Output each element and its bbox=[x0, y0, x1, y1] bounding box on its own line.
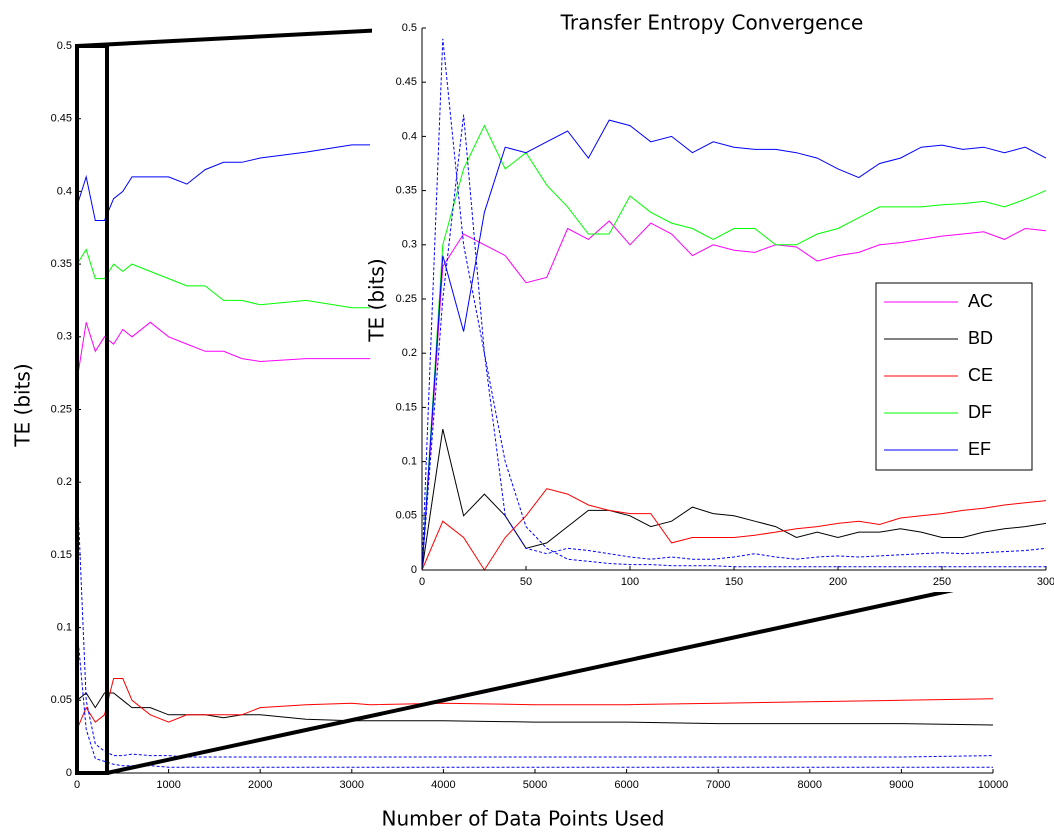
main-plot: 0 0.05 0.1 0.15 0.2 0.25 0.3 0.35 0.4 0.45 0.5 0 100… bbox=[51, 40, 1009, 791]
legend-label: EF bbox=[968, 439, 991, 459]
y-tick-label: 0.1 bbox=[57, 622, 72, 634]
inset-plot: 0 0.05 0.1 0.15 0.2 0.25 0.3 0.35 0.4 0.45 0.5 0 50 1… bbox=[372, 20, 1054, 592]
x-tick-label: 250 bbox=[933, 576, 951, 588]
x-tick-label: 0 bbox=[419, 576, 425, 588]
dashed-line bbox=[76, 627, 993, 768]
x-tick-label: 3000 bbox=[340, 779, 364, 791]
y-tick-label: 0.3 bbox=[57, 331, 72, 343]
y-tick-label: 0.45 bbox=[51, 113, 72, 125]
series-line bbox=[76, 692, 994, 726]
x-tick-label: 100 bbox=[621, 576, 639, 588]
y-tick-label: 0.25 bbox=[396, 293, 417, 305]
x-tick-label: 5000 bbox=[523, 779, 547, 791]
series-line bbox=[421, 220, 1047, 571]
zoom-indicator bbox=[75, 26, 1047, 775]
x-tick-label: 1000 bbox=[156, 779, 180, 791]
y-tick-label: 0 bbox=[411, 564, 417, 576]
legend-label: BD bbox=[968, 328, 993, 348]
series-line bbox=[421, 488, 1047, 571]
x-tick-label: 6000 bbox=[614, 779, 638, 791]
y-tick-label: 0.2 bbox=[57, 476, 72, 488]
x-tick-label: 10000 bbox=[978, 779, 1009, 791]
legend-label: DF bbox=[968, 402, 992, 422]
y-tick-label: 0.05 bbox=[396, 510, 417, 522]
series-line bbox=[76, 678, 994, 730]
y-tick-label: 0.4 bbox=[402, 130, 417, 142]
y-tick-label: 0.3 bbox=[402, 239, 417, 251]
zoom-line bbox=[76, 26, 423, 48]
y-tick-label: 0 bbox=[66, 767, 72, 779]
zoom-box bbox=[75, 44, 109, 775]
chart-title: Transfer Entropy Convergence bbox=[560, 11, 864, 35]
y-tick-label: 0.5 bbox=[402, 22, 417, 34]
zoom-line bbox=[106, 568, 1047, 775]
y-tick-label: 0.2 bbox=[402, 347, 417, 359]
y-tick-label: 0.15 bbox=[51, 549, 72, 561]
dashed-line bbox=[421, 114, 1046, 571]
x-tick-label: 150 bbox=[725, 576, 743, 588]
series-line bbox=[76, 321, 371, 381]
x-tick-label: 200 bbox=[829, 576, 847, 588]
y-tick-label: 0.4 bbox=[57, 185, 72, 197]
x-tick-label: 2000 bbox=[248, 779, 272, 791]
series-line bbox=[76, 248, 371, 309]
x-tick-label: 8000 bbox=[798, 779, 822, 791]
series-line bbox=[76, 144, 371, 221]
y-tick-label: 0.35 bbox=[51, 258, 72, 270]
y-tick-label: 0.5 bbox=[57, 40, 72, 52]
x-tick-label: 7000 bbox=[706, 779, 730, 791]
y-axis-label: TE (bits) bbox=[11, 363, 35, 447]
x-axis-label: Number of Data Points Used bbox=[382, 807, 665, 831]
x-tick-label: 300 bbox=[1037, 576, 1054, 588]
y-tick-label: 0.1 bbox=[402, 456, 417, 468]
dashed-line bbox=[421, 38, 1047, 571]
y-tick-label: 0.35 bbox=[396, 185, 417, 197]
x-tick-label: 9000 bbox=[889, 779, 913, 791]
legend-label: CE bbox=[968, 365, 993, 385]
series-line bbox=[421, 119, 1047, 571]
y-tick-label: 0.15 bbox=[396, 401, 417, 413]
y-tick-label: 0.45 bbox=[396, 76, 417, 88]
x-tick-label: 4000 bbox=[431, 779, 455, 791]
y-tick-label: 0.05 bbox=[51, 694, 72, 706]
y-tick-label: 0.25 bbox=[51, 403, 72, 415]
legend-label: AC bbox=[968, 291, 993, 311]
x-tick-label: 50 bbox=[520, 576, 532, 588]
inset-y-axis-label: TE (bits) bbox=[365, 258, 389, 342]
x-tick-label: 0 bbox=[74, 779, 80, 791]
